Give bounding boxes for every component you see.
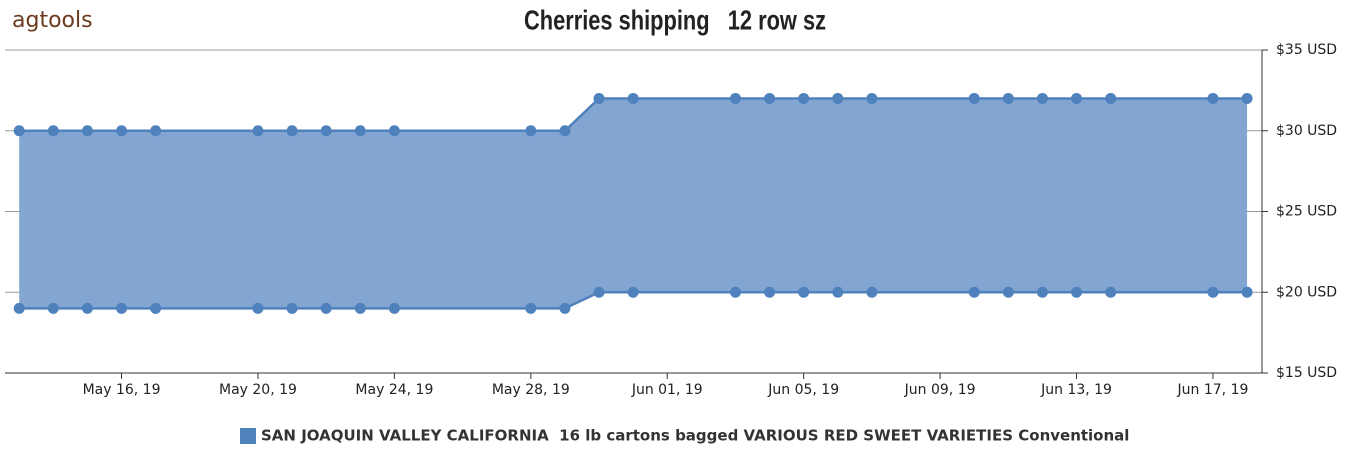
low-point — [150, 302, 162, 314]
low-point — [798, 286, 810, 298]
legend-swatch — [240, 428, 256, 444]
high-point — [729, 92, 741, 104]
low-point — [252, 302, 264, 314]
low-point — [47, 302, 59, 314]
high-point — [1241, 92, 1253, 104]
high-point — [627, 92, 639, 104]
high-point — [320, 125, 332, 137]
high-point — [252, 125, 264, 137]
high-point — [1207, 92, 1219, 104]
low-line — [19, 291, 1248, 310]
x-tick-label: Jun 13, 19 — [1040, 382, 1112, 398]
legend-label: SAN JOAQUIN VALLEY CALIFORNIA 16 lb cart… — [261, 427, 1129, 445]
low-point — [116, 302, 128, 314]
x-tick-label: Jun 09, 19 — [904, 382, 976, 398]
y-tick-label: $30 USD — [1276, 123, 1337, 139]
high-point — [47, 125, 59, 137]
x-tick-label: May 24, 19 — [355, 382, 433, 398]
low-point — [1036, 286, 1048, 298]
x-tick-label: Jun 17, 19 — [1177, 382, 1249, 398]
low-point — [593, 286, 605, 298]
low-point — [1241, 286, 1253, 298]
high-point — [525, 125, 537, 137]
logo: agtools — [12, 8, 93, 33]
low-point — [525, 302, 537, 314]
x-tick-label: May 20, 19 — [219, 382, 297, 398]
chart-title: Cherries shipping 12 row sz — [524, 5, 826, 36]
low-point — [320, 302, 332, 314]
high-point — [1071, 92, 1083, 104]
high-point — [559, 125, 571, 137]
x-tick-label: May 16, 19 — [83, 382, 161, 398]
low-point — [1207, 286, 1219, 298]
y-tick-label: $35 USD — [1276, 42, 1337, 58]
low-point — [81, 302, 93, 314]
high-point — [286, 125, 298, 137]
low-point — [968, 286, 980, 298]
high-point — [1105, 92, 1117, 104]
low-point — [627, 286, 639, 298]
high-point — [150, 125, 162, 137]
x-tick-label: May 28, 19 — [492, 382, 570, 398]
high-point — [388, 125, 400, 137]
low-point — [832, 286, 844, 298]
y-tick-label: $15 USD — [1276, 365, 1337, 381]
high-point — [81, 125, 93, 137]
high-point — [764, 92, 776, 104]
high-point — [13, 125, 25, 137]
low-point — [388, 302, 400, 314]
high-point — [866, 92, 878, 104]
low-point — [559, 302, 571, 314]
high-point — [1002, 92, 1014, 104]
low-point — [1105, 286, 1117, 298]
low-point — [354, 302, 366, 314]
high-point — [354, 125, 366, 137]
high-point — [1036, 92, 1048, 104]
high-point — [832, 92, 844, 104]
low-point — [1071, 286, 1083, 298]
low-point — [13, 302, 25, 314]
low-point — [286, 302, 298, 314]
high-point — [968, 92, 980, 104]
high-point — [798, 92, 810, 104]
high-point — [116, 125, 128, 137]
low-point — [764, 286, 776, 298]
x-tick-label: Jun 05, 19 — [767, 382, 839, 398]
low-point — [1002, 286, 1014, 298]
high-line — [19, 97, 1248, 132]
y-tick-label: $20 USD — [1276, 284, 1337, 300]
x-tick-label: Jun 01, 19 — [631, 382, 703, 398]
y-tick-label: $25 USD — [1276, 204, 1337, 220]
low-point — [729, 286, 741, 298]
high-point — [593, 92, 605, 104]
low-point — [866, 286, 878, 298]
range-area — [19, 98, 1248, 309]
